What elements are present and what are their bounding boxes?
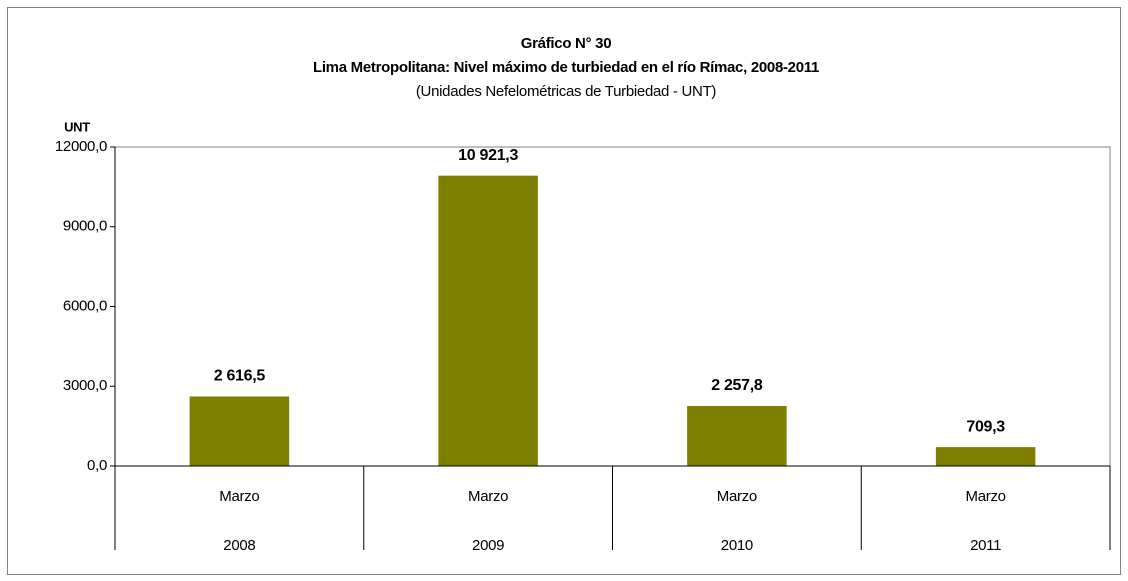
data-label: 2 257,8 xyxy=(711,377,763,394)
x-tick-label: 2008 xyxy=(223,537,255,554)
bar xyxy=(935,447,1036,466)
y-tick-label: 6000,0 xyxy=(63,297,107,314)
y-tick-label: 9000,0 xyxy=(63,218,107,235)
y-tick-label: 0,0 xyxy=(87,457,107,474)
chart-border xyxy=(7,7,1121,575)
x-tick-label: Marzo xyxy=(468,488,508,505)
y-axis-label: UNT xyxy=(64,119,90,134)
x-tick-label: Marzo xyxy=(219,488,259,505)
x-tick-label: 2011 xyxy=(970,537,1001,554)
bar xyxy=(438,175,538,466)
data-label: 709,3 xyxy=(966,418,1005,435)
data-label: 10 921,3 xyxy=(458,147,518,164)
data-label: 2 616,5 xyxy=(214,368,266,385)
chart-title: Gráfico N° 30 xyxy=(521,35,611,52)
x-tick-label: Marzo xyxy=(966,488,1006,505)
x-tick-label: 2009 xyxy=(472,537,504,554)
y-tick-label: 12000,0 xyxy=(55,138,107,155)
x-tick-label: Marzo xyxy=(717,488,757,505)
x-tick-label: 2010 xyxy=(721,537,753,554)
chart-subtitle: Lima Metropolitana: Nivel máximo de turb… xyxy=(313,59,819,76)
y-tick-label: 3000,0 xyxy=(63,377,107,394)
bar xyxy=(189,396,290,466)
bar xyxy=(687,405,787,466)
chart-note: (Unidades Nefelométricas de Turbiedad - … xyxy=(416,83,717,100)
